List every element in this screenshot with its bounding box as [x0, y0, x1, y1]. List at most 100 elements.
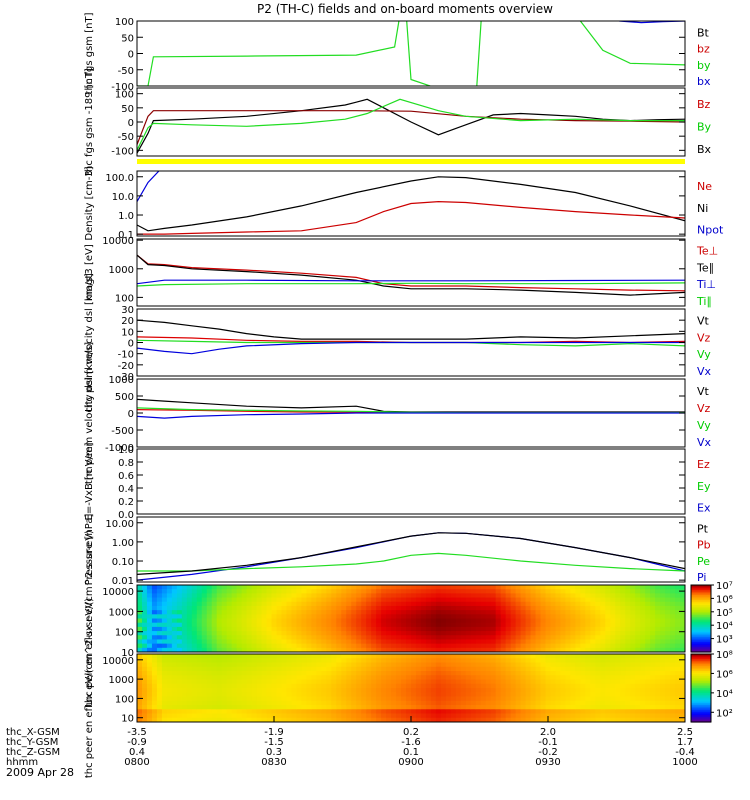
spectrogram-cell [311, 647, 317, 652]
spectrogram-cell [660, 597, 666, 603]
ephemeris-value: -1.6 [401, 737, 421, 748]
series-group [137, 319, 685, 355]
spectrogram-cell [196, 662, 203, 668]
spectrogram-cell [445, 666, 452, 672]
spectrogram-cell [231, 654, 238, 659]
spectrogram-cell [475, 709, 482, 715]
spectrogram-cell [386, 709, 392, 715]
spectrogram-cell [585, 622, 591, 628]
spectrogram-cell [640, 626, 646, 632]
panel-frame [136, 238, 686, 307]
spectrogram-cell [540, 700, 547, 706]
spectrogram-cell [376, 631, 382, 636]
colorbar-label: 10⁴ [716, 621, 733, 632]
spectrogram-cell [525, 610, 532, 615]
spectrogram-cell [640, 679, 646, 685]
spectrogram-cell [535, 705, 542, 710]
spectrogram-cell [171, 639, 178, 645]
spectrogram-cell [465, 597, 472, 603]
spectrogram-cell [396, 654, 402, 659]
spectrogram-cell [445, 626, 452, 632]
spectrogram-cell [376, 717, 382, 722]
spectrogram-cell [645, 713, 651, 719]
spectrogram-cell [445, 585, 452, 590]
spectrogram-cell [186, 618, 193, 624]
spectrogram-cell [510, 610, 517, 615]
ephemeris-value: 0830 [261, 757, 286, 768]
series-line-Ne [137, 200, 685, 235]
spectrogram-cell [535, 647, 542, 652]
spectrogram-cell [316, 585, 322, 590]
spectrogram-cell [266, 662, 273, 668]
spectrogram-cell [261, 626, 268, 632]
spectrogram-cell [401, 696, 407, 702]
spectrogram-cell [565, 700, 572, 706]
spectrogram-cell [480, 692, 487, 698]
spectrogram-cell [221, 679, 228, 685]
spectrogram-cell [176, 605, 183, 611]
spectrogram-cell [331, 671, 337, 676]
spectrogram-cell [411, 601, 417, 607]
spectrogram-cell [500, 671, 507, 676]
spectrogram-cell [216, 705, 223, 710]
spectrogram-cell [246, 713, 253, 719]
spectrogram-cell [665, 671, 671, 676]
spectrogram-cell [186, 593, 193, 599]
spectrogram-cell [151, 717, 158, 722]
spectrogram-cell [460, 662, 467, 668]
spectrogram-cell [575, 713, 581, 719]
spectrogram-cell [480, 647, 487, 652]
spectrogram-cell [675, 709, 681, 715]
spectrogram-cell [605, 605, 611, 611]
spectrogram-cell [430, 593, 437, 599]
colorbar-band [691, 640, 711, 643]
spectrogram-cell [610, 692, 616, 698]
spectrogram-cell [630, 654, 636, 659]
spectrogram-cell [231, 700, 238, 706]
spectrogram-cell [291, 658, 298, 664]
spectrogram-cell [381, 589, 387, 594]
spectrogram-cell [161, 643, 168, 649]
spectrogram-cell [500, 688, 507, 693]
spectrogram-cell [336, 589, 342, 594]
colorbar-label: 10⁸ [716, 650, 733, 661]
spectrogram-cell [510, 662, 517, 668]
spectrogram-cell [625, 675, 631, 681]
spectrogram-cell [460, 654, 467, 659]
spectrogram-cell [500, 709, 507, 715]
y-tick-label: 0.01 [112, 576, 134, 587]
colorbar-band [691, 600, 711, 603]
spectrogram-cell [261, 622, 268, 628]
y-tick-label: 30 [121, 305, 134, 316]
spectrogram-cell [610, 688, 616, 693]
legend-entry: Ey [697, 480, 711, 493]
spectrogram-cell [151, 671, 158, 676]
spectrogram-cell [515, 709, 522, 715]
spectrogram-cell [266, 700, 273, 706]
spectrogram-cell [246, 601, 253, 607]
spectrogram-cell [206, 675, 213, 681]
spectrogram-cell [565, 631, 572, 636]
spectrogram-cell [256, 658, 263, 664]
spectrogram-cell [455, 666, 462, 672]
spectrogram-cell [620, 593, 626, 599]
spectrogram-cell [216, 643, 223, 649]
spectrogram-cell [625, 717, 631, 722]
spectrogram-cell [550, 662, 557, 668]
spectrogram-cell [635, 709, 641, 715]
spectrogram-cell [570, 585, 576, 590]
spectrogram-cell [191, 700, 198, 706]
spectrogram-cell [156, 601, 163, 607]
spectrogram-cell [615, 618, 621, 624]
spectrogram-cell [600, 597, 606, 603]
spectrogram-cell [630, 585, 636, 590]
spectrogram-cell [645, 679, 651, 685]
spectrogram-cell [545, 618, 552, 624]
spectrogram-cell [186, 662, 193, 668]
spectrogram-cell [146, 705, 153, 710]
spectrogram-cell [236, 614, 243, 620]
spectrogram-cell [256, 626, 263, 632]
spectrogram-cell [141, 675, 148, 681]
spectrogram-cell [261, 658, 268, 664]
spectrogram-cell [236, 713, 243, 719]
